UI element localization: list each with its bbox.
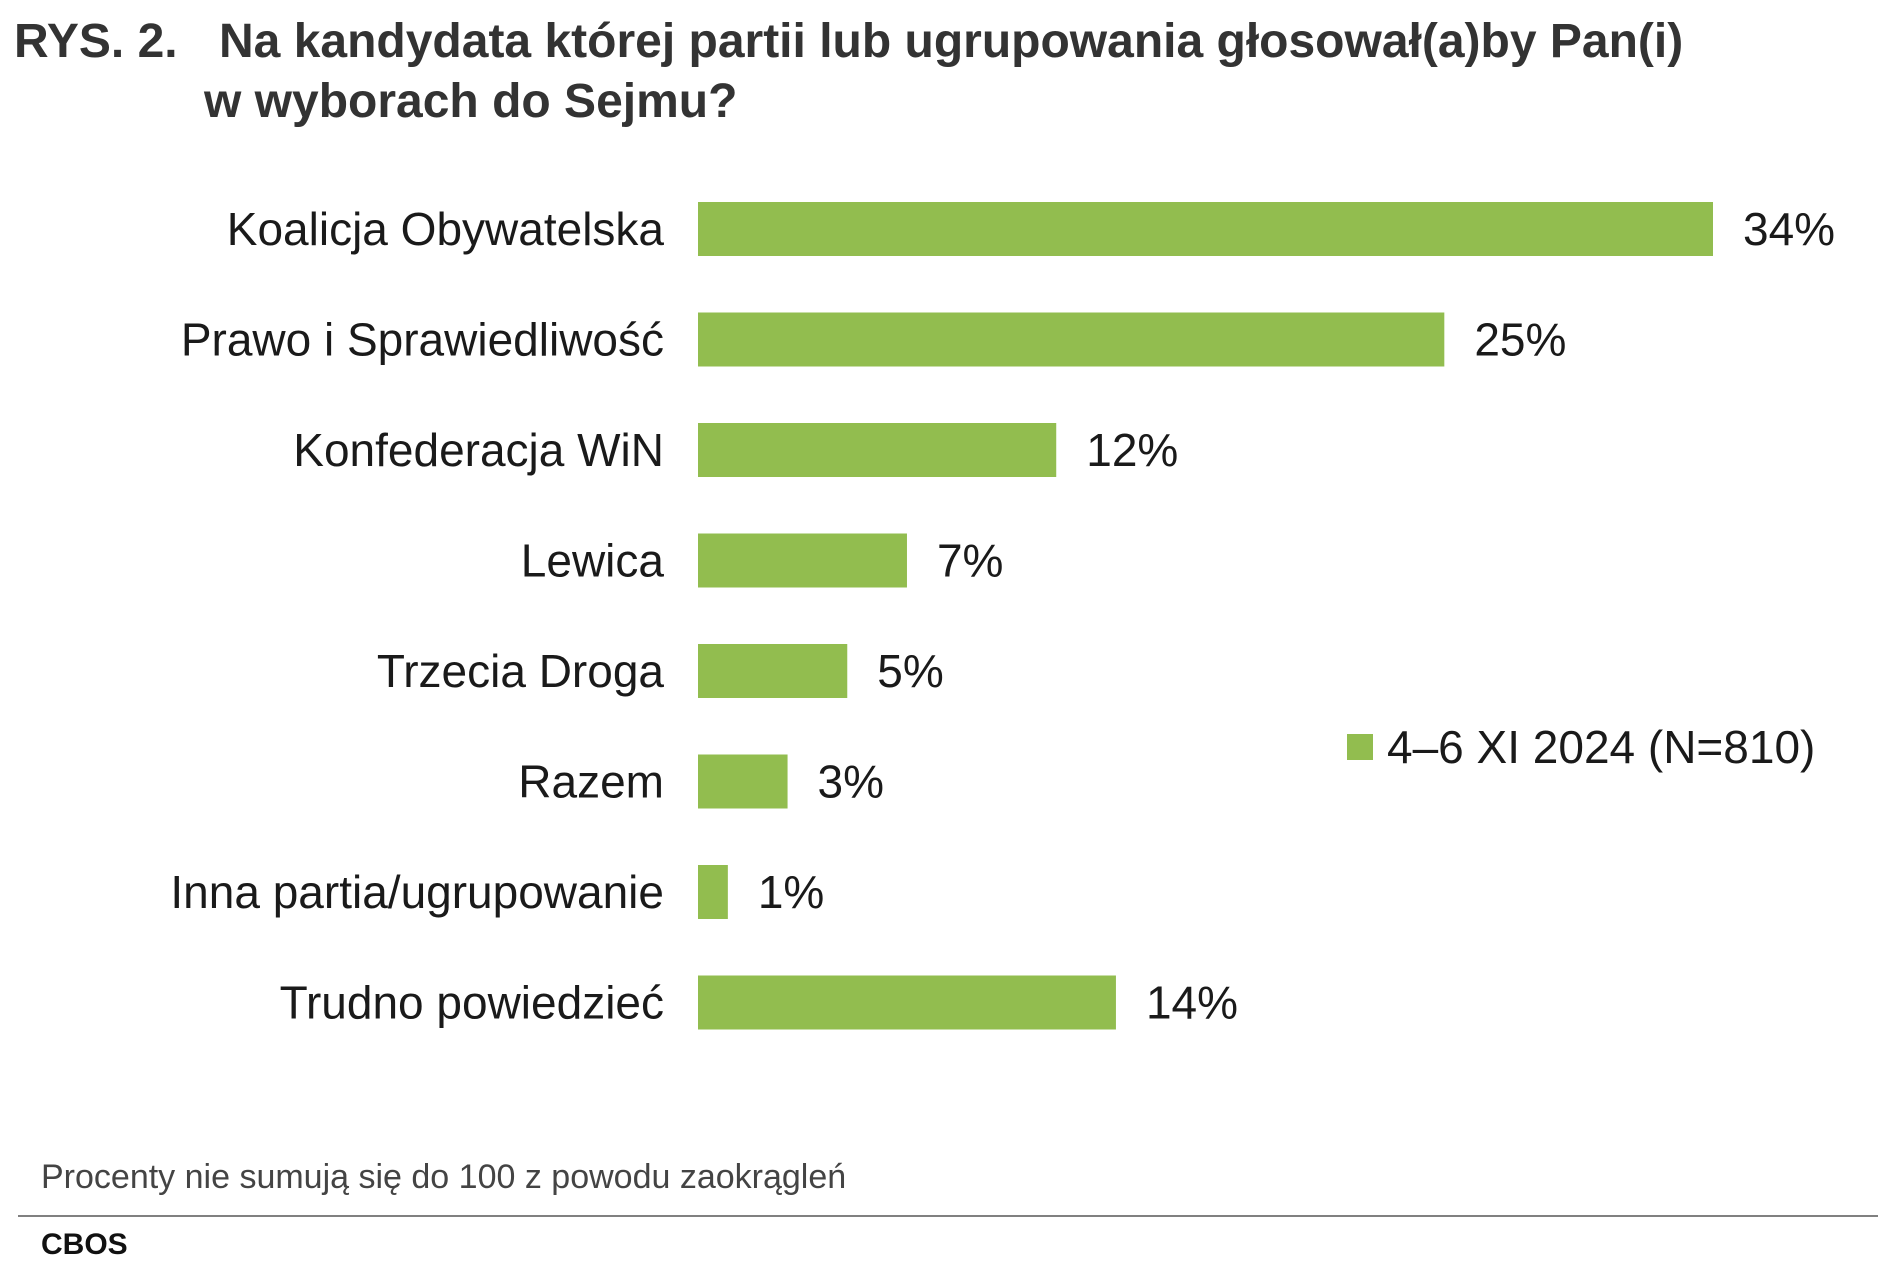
data-label: 3%	[818, 756, 884, 808]
footnote: Procenty nie sumują się do 100 z powodu …	[41, 1158, 847, 1196]
bar	[698, 865, 728, 919]
category-label: Razem	[518, 756, 664, 808]
data-label: 1%	[758, 866, 824, 918]
data-label: 14%	[1146, 977, 1238, 1029]
category-label: Inna partia/ugrupowanie	[170, 866, 664, 918]
category-label: Konfederacja WiN	[293, 424, 664, 476]
category-label: Lewica	[521, 535, 665, 587]
footer-divider	[18, 1215, 1878, 1217]
bar	[698, 312, 1445, 367]
chart-title: RYS. 2. Na kandydata której partii lub ug…	[14, 12, 1874, 132]
bar-chart: Koalicja Obywatelska 34% Prawo i Sprawiedl…	[170, 202, 1835, 1030]
bar	[698, 644, 848, 698]
data-label: 25%	[1474, 314, 1566, 366]
category-label: Prawo i Sprawiedliwość	[181, 314, 664, 366]
data-label: 5%	[877, 645, 943, 697]
figure-number: RYS. 2.	[14, 15, 178, 68]
data-label: 7%	[937, 535, 1003, 587]
category-label: Trudno powiedzieć	[280, 977, 664, 1029]
data-label: 34%	[1743, 203, 1835, 255]
category-label: Koalicja Obywatelska	[227, 203, 665, 255]
bar	[698, 202, 1713, 256]
legend-swatch	[1347, 734, 1373, 760]
bar	[698, 533, 907, 588]
bar	[698, 423, 1057, 477]
source-label: CBOS	[41, 1228, 128, 1261]
bar	[698, 754, 788, 809]
bar	[698, 975, 1116, 1030]
title-line-1: Na kandydata której partii lub ugrupowan…	[219, 15, 1684, 68]
category-label: Trzecia Droga	[377, 645, 665, 697]
legend-label: 4–6 XI 2024 (N=810)	[1387, 721, 1815, 773]
title-line-2: w wyborach do Sejmu?	[204, 75, 738, 128]
data-label: 12%	[1086, 424, 1178, 476]
